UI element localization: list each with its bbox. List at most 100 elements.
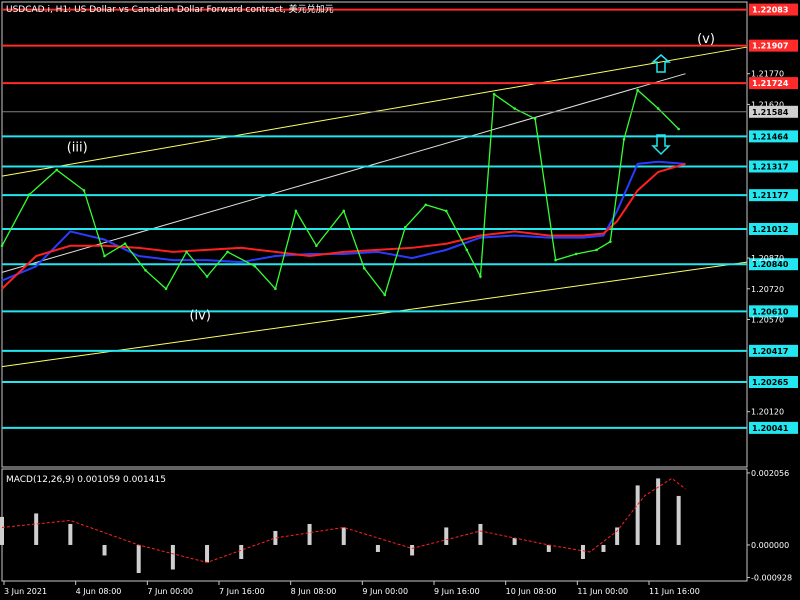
- price-point: [205, 275, 209, 278]
- price-tick-label: 1.20120: [751, 408, 784, 417]
- price-point: [444, 209, 448, 213]
- macd-histogram-bar: [239, 544, 244, 559]
- wave-label: (iv): [189, 309, 210, 324]
- time-tick-label: 8 Jun 08:00: [291, 587, 337, 596]
- time-tick-label: 11 Jun 16:00: [649, 587, 700, 596]
- down-arrow-icon: [651, 134, 671, 156]
- support-level-tag: [749, 160, 798, 173]
- price-point: [253, 264, 257, 268]
- macd-signal-line: [1, 477, 686, 564]
- time-tick-label: 4 Jun 08:00: [76, 587, 122, 596]
- price-point: [609, 240, 612, 243]
- moving-average-blue: [1, 160, 686, 282]
- price-point: [315, 244, 318, 248]
- support-level-tag: [749, 222, 798, 235]
- support-level-tag: [749, 421, 798, 434]
- price-point: [103, 254, 106, 258]
- resistance-level-label: 1.22083: [752, 6, 788, 15]
- macd-histogram-bar: [676, 495, 681, 545]
- support-level-label: 1.20417: [752, 347, 788, 356]
- wave-label: (v): [697, 32, 715, 47]
- support-level-tag: [749, 305, 798, 318]
- price-tick-label: 1.20870: [751, 254, 784, 263]
- price-point: [383, 293, 387, 297]
- macd-histogram-bar: [136, 544, 141, 573]
- up-arrow-icon: [651, 54, 671, 73]
- price-tick-label: 1.21770: [751, 70, 784, 79]
- support-level-tag: [749, 130, 798, 143]
- macd-histogram-bar: [601, 544, 606, 552]
- price-point: [403, 226, 407, 229]
- price-tick-label: 1.21620: [751, 100, 784, 109]
- support-level-tag: [749, 258, 798, 271]
- price-point: [513, 107, 516, 110]
- time-tick-label: 9 Jun 00:00: [362, 587, 408, 596]
- macd-histogram-bar: [307, 523, 312, 545]
- macd-histogram-bar: [615, 527, 620, 545]
- price-point: [656, 107, 660, 110]
- macd-histogram-bar: [341, 527, 346, 545]
- resistance-level-tag: [749, 77, 798, 90]
- macd-histogram-bar: [34, 513, 39, 545]
- price-point: [185, 250, 188, 254]
- support-level-label: 1.21464: [752, 132, 789, 141]
- channel-line: [1, 73, 686, 273]
- macd-tick-label: 0.002056: [751, 469, 789, 478]
- time-tick-label: 7 Jun 00:00: [147, 587, 193, 596]
- price-point: [636, 88, 639, 92]
- resistance-level-label: 1.21724: [752, 79, 789, 88]
- support-level-label: 1.20041: [752, 424, 789, 433]
- macd-histogram-bar: [444, 527, 449, 545]
- price-point: [677, 127, 680, 131]
- channel-line: [1, 261, 748, 368]
- price-point: [123, 242, 127, 246]
- price-point: [362, 266, 366, 270]
- support-level-label: 1.21012: [752, 225, 788, 234]
- price-point: [622, 137, 626, 141]
- macd-panel-frame: [1, 468, 748, 582]
- support-level-label: 1.20265: [752, 378, 789, 387]
- support-level-tag: [749, 344, 798, 357]
- price-point: [595, 248, 598, 252]
- price-point: [226, 250, 229, 254]
- current-price-label: 1.21584: [752, 108, 789, 117]
- support-level-label: 1.21177: [752, 191, 788, 200]
- price-point: [342, 209, 346, 213]
- support-level-label: 1.20610: [752, 307, 789, 316]
- macd-histogram-bar: [205, 544, 210, 563]
- macd-histogram-bar: [478, 523, 483, 545]
- price-tick-label: 1.20570: [751, 316, 784, 325]
- support-level-tag: [749, 375, 798, 388]
- price-point: [492, 92, 496, 96]
- price-point: [574, 252, 578, 256]
- time-tick-label: 9 Jun 16:00: [434, 587, 480, 596]
- support-level-tag: [749, 189, 798, 202]
- wave-label: (iii): [67, 141, 88, 156]
- macd-histogram-bar: [68, 523, 73, 545]
- main-panel-frame: [1, 1, 748, 468]
- price-point: [533, 117, 537, 121]
- macd-histogram-bar: [635, 485, 640, 545]
- price-point: [554, 258, 557, 262]
- macd-tick-label: 0.000000: [751, 541, 789, 550]
- time-tick-label: 11 Jun 00:00: [577, 587, 628, 596]
- price-point: [82, 189, 86, 192]
- chart-title: USDCAD.i, H1: US Dollar vs Canadian Doll…: [6, 3, 334, 15]
- resistance-level-label: 1.21907: [752, 42, 788, 51]
- time-tick-label: 10 Jun 08:00: [506, 587, 557, 596]
- price-point: [55, 168, 58, 172]
- current-price-tag: [749, 105, 798, 118]
- price-line: [1, 88, 680, 297]
- price-point: [465, 248, 469, 252]
- price-point: [424, 203, 428, 207]
- macd-histogram-bar: [512, 537, 517, 545]
- price-point: [144, 269, 147, 272]
- macd-histogram-bar: [546, 544, 551, 552]
- macd-label: MACD(12,26,9) 0.001059 0.001415: [6, 475, 166, 485]
- time-tick-label: 7 Jun 16:00: [219, 587, 265, 596]
- resistance-level-tag: [749, 3, 798, 16]
- support-level-label: 1.21317: [752, 162, 788, 171]
- macd-histogram-bar: [0, 516, 4, 545]
